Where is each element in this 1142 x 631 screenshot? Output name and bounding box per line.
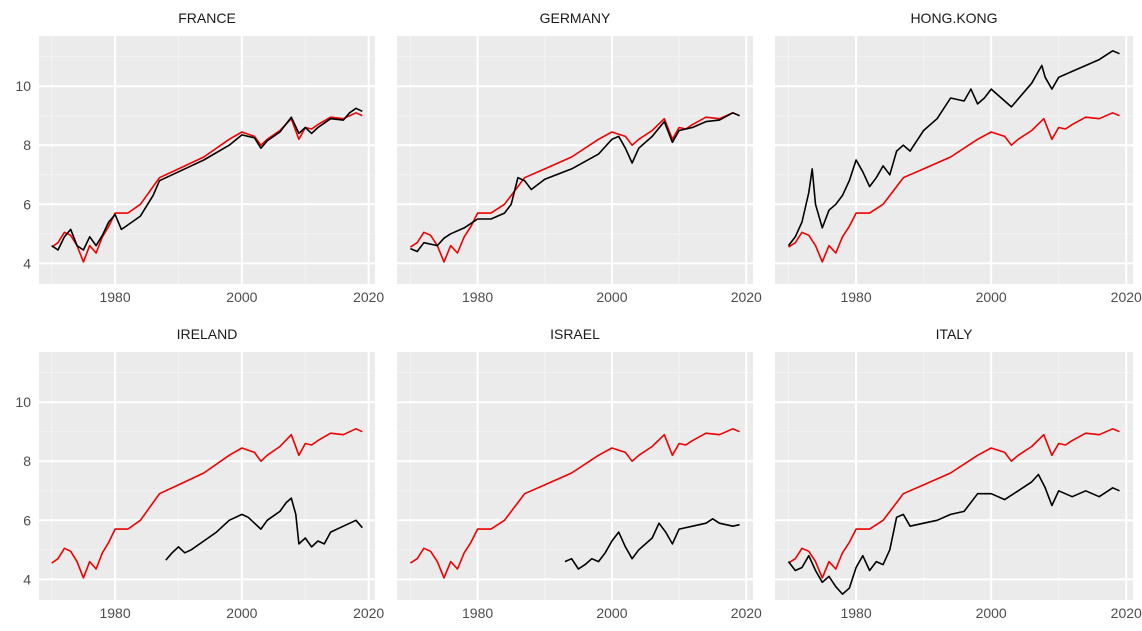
x-tick-label: 2020 [1111, 289, 1142, 305]
x-tick-label: 1980 [99, 605, 130, 621]
series-line-red [51, 112, 363, 263]
panel-title: ISRAEL [550, 326, 600, 342]
series-line-red [788, 427, 1120, 579]
series-line-red [51, 427, 363, 579]
panel-title: FRANCE [178, 10, 236, 26]
series-line-black [410, 112, 740, 253]
y-tick-label: 8 [23, 137, 31, 153]
y-tick-label: 8 [23, 453, 31, 469]
panel-background [397, 352, 753, 600]
x-tick-label: 1980 [462, 605, 493, 621]
x-tick-label: 2000 [976, 605, 1007, 621]
series-line-black [564, 517, 740, 570]
x-tick-label: 2000 [226, 605, 257, 621]
x-tick-label: 1980 [99, 289, 130, 305]
panel-italy: ITALY 1980 2000 2020 [775, 326, 1142, 621]
panel-hong-kong: HONG.KONG 1980 2000 2020 [775, 10, 1142, 305]
series-line-black [787, 49, 1120, 247]
series-line-red [409, 427, 740, 579]
panel-france: FRANCE 1980 2000 2020 4 6 8 10 [15, 10, 384, 305]
x-tick-label: 2000 [976, 289, 1007, 305]
x-tick-label: 2000 [226, 289, 257, 305]
x-tick-label: 2000 [596, 289, 627, 305]
series-line-black [787, 473, 1120, 595]
y-tick-label: 4 [23, 255, 31, 271]
panel-background [775, 352, 1133, 600]
panel-background [39, 36, 375, 284]
x-tick-label: 1980 [840, 289, 871, 305]
panel-title: GERMANY [540, 10, 611, 26]
x-tick-label: 2020 [731, 605, 762, 621]
y-tick-label: 4 [23, 571, 31, 587]
y-tick-label: 10 [15, 394, 31, 410]
panel-israel: ISRAEL 1980 2000 2020 [397, 326, 762, 621]
panel-title: IRELAND [177, 326, 238, 342]
y-tick-label: 6 [23, 512, 31, 528]
x-tick-label: 2020 [731, 289, 762, 305]
x-tick-label: 1980 [462, 289, 493, 305]
panel-background [39, 352, 375, 600]
series-line-black [165, 497, 363, 561]
panel-ireland: IRELAND 1980 2000 2020 4 6 8 10 [15, 326, 384, 621]
x-tick-label: 2020 [353, 289, 384, 305]
panel-background [775, 36, 1133, 284]
x-tick-label: 2000 [596, 605, 627, 621]
panel-title: HONG.KONG [910, 10, 997, 26]
panel-background [397, 36, 753, 284]
x-tick-label: 2020 [353, 605, 384, 621]
series-line-red [788, 112, 1120, 263]
y-tick-label: 6 [23, 196, 31, 212]
panel-germany: GERMANY 1980 2000 2020 [397, 10, 762, 305]
x-tick-label: 2020 [1111, 605, 1142, 621]
x-tick-label: 1980 [840, 605, 871, 621]
series-line-black [51, 107, 363, 251]
panel-title: ITALY [936, 326, 973, 342]
y-tick-label: 10 [15, 78, 31, 94]
